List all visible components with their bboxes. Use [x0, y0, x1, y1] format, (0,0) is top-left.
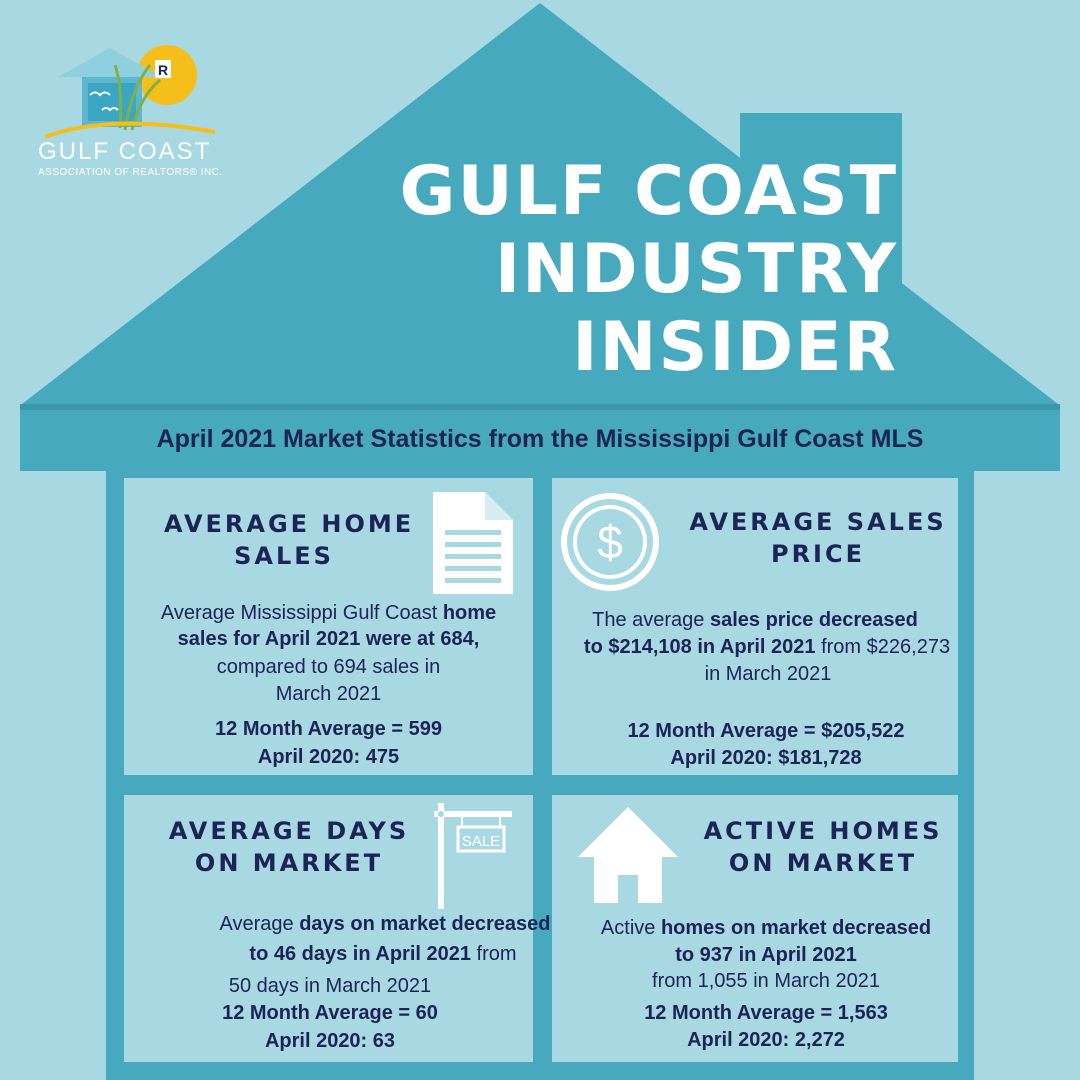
title-line-2: INDUSTRY: [494, 230, 898, 309]
card-12-month-average: 12 Month Average = $205,522: [627, 720, 905, 742]
dollar-coin-icon: $: [561, 493, 659, 591]
card-heading-line-1: AVERAGE DAYS: [168, 817, 410, 845]
card-12-month-average: 12 Month Average = 60: [222, 1002, 438, 1024]
logo-bird: [89, 91, 111, 97]
card-prior-year: April 2020: $181,728: [670, 747, 862, 769]
card-heading-line-1: AVERAGE SALES: [689, 508, 947, 536]
card-12-month-average: 12 Month Average = 599: [215, 718, 442, 740]
card-body-line-2: to $214,108 in April 2021 from $226,273: [583, 636, 951, 658]
card-body-line-3: 50 days in March 2021: [228, 975, 432, 997]
title-line-3: INSIDER: [572, 308, 898, 387]
card-active-homes-on-market: ACTIVE HOMES ON MARKET Active homes on m…: [552, 795, 958, 1062]
logo-subtitle: ASSOCIATION OF REALTORS® INC.: [38, 167, 223, 178]
gulf-coast-logo: R: [44, 45, 216, 139]
logo-dune: [44, 121, 216, 139]
card-heading-line-1: ACTIVE HOMES: [703, 817, 943, 845]
house-eave: [20, 404, 1060, 471]
logo-realtor-badge-letter: R: [158, 62, 168, 78]
page-subtitle: April 2021 Market Statistics from the Mi…: [156, 425, 924, 453]
card-heading-line-2: ON MARKET: [194, 849, 384, 877]
sale-sign-text: SALE: [462, 833, 500, 850]
card-body-line-3: compared to 694 sales in: [216, 656, 441, 678]
card-body-line-2: to 46 days in April 2021 from: [249, 943, 517, 965]
house-eave-top-shadow: [20, 404, 1060, 410]
house-icon: [578, 807, 678, 903]
title-line-1: GULF COAST: [399, 152, 898, 231]
card-body-line-3: in March 2021: [704, 663, 832, 685]
card-prior-year: April 2020: 2,272: [687, 1029, 845, 1051]
card-heading-line-1: AVERAGE HOME: [164, 510, 415, 538]
card-prior-year: April 2020: 63: [264, 1030, 396, 1052]
card-heading-line-2: PRICE: [770, 540, 865, 568]
card-body-line-1: Average Mississippi Gulf Coast home: [160, 602, 497, 624]
sale-sign-icon: SALE: [434, 803, 512, 909]
card-body-line-1: Active homes on market decreased: [600, 917, 932, 939]
card-body-line-1: Average days on market decreased: [219, 913, 551, 935]
card-body-line-2: to 937 in April 2021: [675, 944, 857, 966]
card-body-line-1: The average sales price decreased: [592, 609, 918, 631]
card-average-days-on-market: AVERAGE DAYS ON MARKET SALE Average days…: [124, 795, 550, 1062]
card-heading-line-2: ON MARKET: [728, 849, 918, 877]
card-average-sales-price: $ AVERAGE SALES PRICE The average sales …: [552, 478, 958, 775]
logo-realtor-badge: [155, 60, 171, 78]
card-prior-year: April 2020: 475: [257, 746, 400, 768]
dollar-sign: $: [597, 516, 623, 568]
house-chimney: [740, 113, 902, 313]
logo-name: GULF COAST: [38, 138, 212, 165]
card-body-line-2: sales for April 2021 were at 684,: [177, 628, 480, 650]
card-body-line-4: March 2021: [275, 683, 382, 705]
logo-house-roof: [58, 48, 162, 77]
document-icon: [433, 492, 513, 594]
card-average-home-sales: AVERAGE HOME SALES Average Mississippi G…: [124, 478, 533, 775]
card-heading-line-2: SALES: [234, 542, 334, 570]
card-12-month-average: 12 Month Average = 1,563: [644, 1002, 888, 1024]
card-body-line-3: from 1,055 in March 2021: [652, 970, 880, 992]
logo-bird-2: [101, 107, 119, 112]
